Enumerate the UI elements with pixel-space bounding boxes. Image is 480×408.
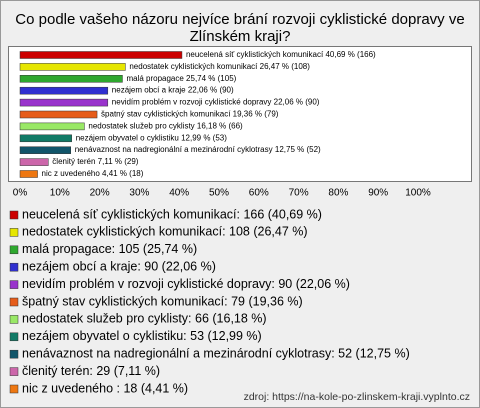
bar-category: nezájem obcí a kraje — [112, 86, 186, 95]
x-tick-label: 0% — [13, 188, 28, 199]
bar — [19, 134, 72, 143]
legend-entry: nezájem obyvatel o cyklistiku: 53 (12,99… — [22, 329, 262, 343]
value-label: 22,06 % (90) — [274, 98, 320, 107]
legend-swatch — [9, 262, 19, 272]
legend-swatch — [9, 210, 19, 220]
chart-title: Co podle vašeho názoru nejvíce brání roz… — [15, 11, 464, 28]
legend-entry: nevidím problém v rozvoji cyklistické do… — [22, 277, 350, 291]
legend-swatch — [9, 297, 19, 307]
bar — [19, 110, 98, 119]
legend-entry: nedostatek služeb pro cyklisty: 66 (16,1… — [22, 312, 267, 326]
bar-category: nedostatek cyklistických komunikací — [129, 62, 258, 71]
legend-entry: nenávaznost na nadregionální a mezinárod… — [22, 346, 410, 360]
bar-label: nenávaznost na nadregionální a mezinárod… — [75, 145, 321, 154]
legend-swatch — [9, 367, 19, 376]
bar-label: malá propagace 25,74 % (105) — [126, 74, 236, 83]
bar-label: členitý terén 7,11 % (29) — [52, 157, 138, 166]
bar-category: špatný stav cyklistických komunikací — [101, 110, 231, 119]
bar — [19, 51, 183, 59]
x-tick-label: 80% — [328, 188, 348, 199]
bar-category: nenávaznost na nadregionální a mezinárod… — [75, 145, 273, 154]
value-label: 16,18 % (66) — [197, 122, 243, 131]
bar-label: špatný stav cyklistických komunikací 19,… — [101, 110, 279, 119]
legend-entry: nedostatek cyklistických komunikací: 108… — [22, 225, 308, 239]
value-label: 12,99 % (53) — [181, 133, 227, 142]
bar-category: malá propagace — [126, 74, 184, 83]
value-label: 4,41 % (18) — [102, 169, 144, 178]
bar — [19, 98, 109, 107]
bar-label: nezájem obcí a kraje 22,06 % (90) — [112, 86, 234, 95]
bar — [19, 158, 49, 166]
value-label: 25,74 % (105) — [186, 74, 237, 83]
x-tick-label: 30% — [129, 188, 149, 199]
bar — [19, 63, 126, 71]
bar-category: nic z uvedeného — [42, 169, 101, 178]
bar-category: nezájem obyvatel o cyklistiku — [76, 133, 179, 142]
legend-swatch — [9, 280, 19, 289]
bar-category: neucelená síť cyklistických komunikací — [186, 50, 324, 59]
legend-entry: špatný stav cyklistických komunikací: 79… — [22, 294, 303, 308]
legend-entry: nezájem obcí a kraje: 90 (22,06 %) — [22, 259, 216, 273]
chart-title: Zlínském kraji? — [190, 28, 291, 45]
value-label: 26,47 % (108) — [260, 62, 311, 71]
x-tick-label: 90% — [368, 188, 388, 199]
legend-swatch — [9, 315, 19, 324]
x-tick-label: 100% — [405, 188, 431, 199]
bar-category: nevidím problém v rozvoji cyklistické do… — [112, 98, 272, 107]
x-tick-label: 10% — [50, 188, 70, 199]
legend-swatch — [9, 384, 19, 394]
bar-category: nedostatek služeb pro cyklisty — [88, 122, 194, 131]
legend-swatch — [9, 228, 19, 237]
legend-entry: nic z uvedeného : 18 (4,41 %) — [22, 381, 188, 395]
bar-label: nic z uvedeného 4,41 % (18) — [42, 169, 144, 178]
legend-swatch — [9, 349, 19, 359]
value-label: 22,06 % (90) — [188, 86, 234, 95]
bar — [19, 170, 38, 178]
bar-label: nevidím problém v rozvoji cyklistické do… — [112, 98, 320, 107]
legend-swatch — [9, 332, 19, 342]
bar-label: nedostatek služeb pro cyklisty 16,18 % (… — [88, 122, 243, 131]
legend-swatch — [9, 245, 19, 255]
value-label: 12,75 % (52) — [275, 145, 321, 154]
legend-entry: neucelená síť cyklistických komunikací: … — [22, 207, 322, 221]
x-tick-label: 40% — [169, 188, 189, 199]
bar — [19, 86, 109, 95]
bar-label: neucelená síť cyklistických komunikací 4… — [186, 50, 376, 59]
legend-entry: malá propagace: 105 (25,74 %) — [22, 242, 197, 256]
value-label: 19,36 % (79) — [233, 110, 279, 119]
x-tick-label: 70% — [289, 188, 309, 199]
legend-entry: členitý terén: 29 (7,11 %) — [22, 364, 160, 378]
value-label: 40,69 % (166) — [325, 50, 376, 59]
bar-label: nedostatek cyklistických komunikací 26,4… — [129, 62, 310, 71]
bar — [19, 75, 123, 83]
bar — [19, 146, 71, 154]
bar — [19, 122, 85, 131]
value-label: 7,11 % (29) — [98, 157, 139, 166]
x-tick-label: 50% — [209, 188, 229, 199]
bar-category: členitý terén — [52, 157, 95, 166]
x-tick-label: 20% — [90, 188, 110, 199]
source: zdroj: https://na-kole-po-zlinskem-kraji… — [244, 391, 470, 403]
x-tick-label: 60% — [249, 188, 269, 199]
bar-label: nezájem obyvatel o cyklistiku 12,99 % (5… — [76, 133, 228, 142]
